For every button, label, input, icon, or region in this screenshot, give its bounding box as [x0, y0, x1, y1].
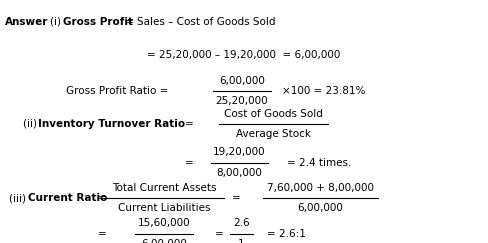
Text: ×100 = 23.81%: ×100 = 23.81%	[282, 86, 365, 96]
Text: Current Liabilities: Current Liabilities	[117, 203, 210, 213]
Text: Inventory Turnover Ratio: Inventory Turnover Ratio	[38, 119, 185, 129]
Text: =: =	[232, 193, 244, 203]
Text: 6,00,000: 6,00,000	[219, 76, 264, 86]
Text: 6,00,000: 6,00,000	[141, 239, 186, 243]
Text: Gross Profit Ratio =: Gross Profit Ratio =	[66, 86, 171, 96]
Text: Average Stock: Average Stock	[236, 129, 311, 139]
Text: (iii): (iii)	[9, 193, 29, 203]
Text: = 2.6:1: = 2.6:1	[266, 229, 305, 239]
Text: Gross Profit: Gross Profit	[62, 17, 132, 27]
Text: 25,20,000: 25,20,000	[215, 96, 268, 106]
Text: 19,20,000: 19,20,000	[213, 148, 265, 157]
Text: =: =	[98, 229, 110, 239]
Text: =: =	[215, 229, 227, 239]
Text: Answer: Answer	[5, 17, 48, 27]
Text: 6,00,000: 6,00,000	[297, 203, 343, 213]
Text: 8,00,000: 8,00,000	[216, 168, 262, 178]
Text: =: =	[184, 119, 197, 129]
Text: Current Ratio: Current Ratio	[28, 193, 107, 203]
Text: = 2.4 times.: = 2.4 times.	[286, 158, 350, 168]
Text: 7,60,000 + 8,00,000: 7,60,000 + 8,00,000	[266, 183, 373, 193]
Text: =: =	[184, 158, 197, 168]
Text: 15,60,000: 15,60,000	[137, 218, 190, 228]
Text: (ii): (ii)	[23, 119, 41, 129]
Text: 1: 1	[238, 239, 244, 243]
Text: = 25,20,000 – 19,20,000  = 6,00,000: = 25,20,000 – 19,20,000 = 6,00,000	[146, 50, 339, 60]
Text: = Sales – Cost of Goods Sold: = Sales – Cost of Goods Sold	[124, 17, 275, 27]
Text: =: =	[98, 193, 110, 203]
Text: 2.6: 2.6	[233, 218, 249, 228]
Text: (i): (i)	[50, 17, 64, 27]
Text: Cost of Goods Sold: Cost of Goods Sold	[224, 109, 323, 119]
Text: Total Current Assets: Total Current Assets	[111, 183, 216, 193]
